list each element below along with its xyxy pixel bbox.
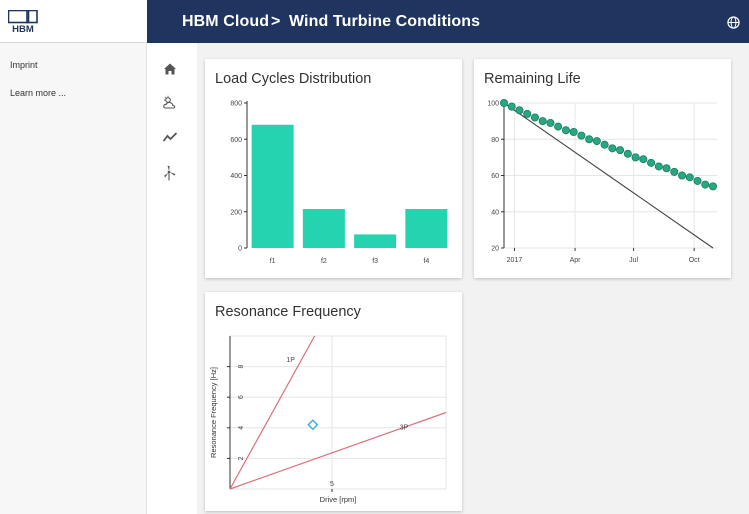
y-axis-label: Resonance Frequency [Hz] bbox=[209, 367, 218, 458]
data-point bbox=[701, 180, 710, 189]
trend-line bbox=[503, 102, 714, 249]
data-point bbox=[554, 122, 563, 131]
data-point bbox=[515, 106, 524, 115]
data-point bbox=[577, 131, 586, 140]
data-point bbox=[616, 146, 625, 155]
breadcrumb-current: Wind Turbine Conditions bbox=[289, 13, 481, 30]
nav-rail bbox=[147, 43, 197, 514]
x-tick-label: f1 bbox=[270, 258, 276, 265]
x-tick-label: Apr bbox=[570, 257, 582, 264]
y-tick-label: 0 bbox=[238, 246, 242, 253]
x-axis-label: Drive [rpm] bbox=[320, 495, 357, 504]
data-point bbox=[585, 135, 594, 144]
dashboard-main: Load Cycles Distribution 0 200 400 600 800 f1… bbox=[197, 43, 749, 514]
y-tick-label: 200 bbox=[230, 209, 242, 216]
x-tick-label: Oct bbox=[689, 257, 700, 264]
harmonic-line bbox=[229, 411, 447, 490]
bar bbox=[302, 209, 345, 248]
bar bbox=[251, 124, 294, 248]
data-point bbox=[600, 140, 609, 149]
operating-point bbox=[307, 419, 319, 431]
data-point bbox=[569, 128, 578, 137]
trend-icon[interactable] bbox=[162, 129, 178, 145]
data-point bbox=[647, 158, 656, 167]
y-tick-label: 4 bbox=[238, 426, 245, 430]
bar bbox=[354, 234, 397, 248]
data-point bbox=[499, 99, 508, 108]
resonance-card: Resonance Frequency 2 4 6 8 5 1P 3P Drive [rpm]… bbox=[205, 292, 462, 511]
breadcrumb-home[interactable]: HBM Cloud bbox=[182, 13, 270, 30]
learn-more-link[interactable]: Learn more ... bbox=[10, 88, 67, 98]
data-point bbox=[538, 117, 547, 126]
x-tick-label: 2017 bbox=[507, 257, 523, 264]
logo-text: HBM bbox=[12, 24, 34, 34]
y-tick-label: 80 bbox=[491, 137, 499, 144]
logo-area: HBM bbox=[0, 0, 147, 43]
data-point bbox=[685, 173, 694, 182]
data-point bbox=[662, 164, 671, 173]
data-point bbox=[678, 171, 687, 180]
top-bar: HBM Cloud > Wind Turbine Conditions bbox=[147, 0, 749, 43]
x-tick-label: f3 bbox=[372, 258, 378, 265]
remaining-life-chart: 20 40 60 80 100 2017 Apr Jul Oct bbox=[487, 99, 717, 264]
x-tick-label: 5 bbox=[330, 481, 334, 488]
data-point bbox=[631, 153, 640, 162]
card-title: Load Cycles Distribution bbox=[215, 71, 372, 87]
data-point bbox=[670, 167, 679, 176]
data-point bbox=[546, 118, 555, 127]
y-tick-label: 600 bbox=[230, 137, 242, 144]
y-tick-label: 20 bbox=[491, 246, 499, 253]
bar bbox=[405, 209, 448, 248]
data-point bbox=[530, 113, 539, 122]
y-tick-label: 2 bbox=[238, 456, 245, 460]
data-point bbox=[592, 137, 601, 146]
x-tick-label: f2 bbox=[321, 258, 327, 265]
y-tick-label: 400 bbox=[230, 173, 242, 180]
data-point bbox=[623, 149, 632, 158]
breadcrumb-separator: > bbox=[271, 13, 281, 30]
x-tick-label: f4 bbox=[423, 258, 429, 265]
harmonic-label: 3P bbox=[400, 425, 409, 432]
home-icon[interactable] bbox=[162, 61, 178, 77]
x-tick-label: Jul bbox=[629, 257, 638, 264]
left-panel: Imprint Learn more ... bbox=[0, 43, 147, 514]
y-tick-label: 100 bbox=[487, 101, 499, 108]
globe-icon[interactable] bbox=[727, 16, 740, 29]
card-title: Remaining Life bbox=[484, 71, 581, 87]
imprint-link[interactable]: Imprint bbox=[10, 60, 38, 70]
resonance-chart: 2 4 6 8 5 1P 3P Drive [rpm] Resonance Frequency … bbox=[209, 335, 447, 504]
remaining-life-card: Remaining Life 20 40 60 80 100 2017 Apr Jul Oct bbox=[474, 59, 731, 278]
y-tick-label: 60 bbox=[491, 173, 499, 180]
data-point bbox=[608, 144, 617, 153]
card-title: Resonance Frequency bbox=[215, 304, 361, 320]
data-point bbox=[561, 126, 570, 135]
data-point bbox=[507, 102, 516, 111]
harmonic-line bbox=[229, 335, 316, 490]
y-tick-label: 8 bbox=[238, 365, 245, 369]
y-tick-label: 40 bbox=[491, 209, 499, 216]
weather-icon[interactable] bbox=[162, 95, 178, 111]
load-cycles-card: Load Cycles Distribution 0 200 400 600 800 f1… bbox=[205, 59, 462, 278]
data-point bbox=[708, 182, 717, 191]
wind-turbine-icon[interactable] bbox=[162, 165, 178, 181]
data-point bbox=[523, 109, 532, 118]
y-tick-label: 800 bbox=[230, 101, 242, 108]
y-tick-label: 6 bbox=[238, 395, 245, 399]
plot-frame bbox=[229, 335, 447, 490]
data-point bbox=[639, 155, 648, 164]
hbm-logo: HBM bbox=[8, 10, 38, 34]
data-point bbox=[654, 162, 663, 171]
load-cycles-chart: 0 200 400 600 800 f1 f2 f3 f4 bbox=[230, 101, 448, 265]
data-point bbox=[693, 176, 702, 185]
harmonic-label: 1P bbox=[286, 357, 295, 364]
